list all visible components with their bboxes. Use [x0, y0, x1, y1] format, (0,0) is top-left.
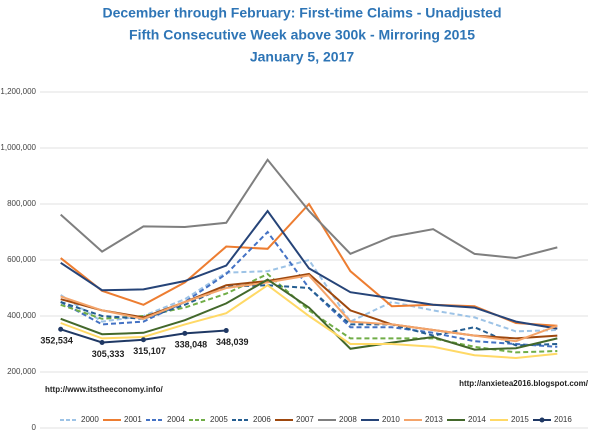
legend-label: 2001 — [124, 415, 142, 424]
point — [99, 340, 105, 346]
data-label: 305,333 — [92, 349, 125, 359]
point — [182, 330, 188, 336]
legend-label: 2010 — [382, 415, 400, 424]
point — [58, 326, 64, 332]
y-tick-label: 600,000 — [7, 255, 36, 264]
y-tick-label: 1,200,000 — [0, 87, 36, 96]
legend-label: 2000 — [81, 415, 99, 424]
y-tick-label: 400,000 — [7, 311, 36, 320]
legend-label: 2015 — [511, 415, 529, 424]
legend-label: 2006 — [253, 415, 271, 424]
y-tick-label: 1,000,000 — [0, 143, 36, 152]
legend-label: 2013 — [425, 415, 443, 424]
point — [140, 337, 146, 343]
y-tick-label: 200,000 — [7, 367, 36, 376]
chart-title: December through February: First-time Cl… — [102, 5, 501, 21]
annotation: http://anxietea2016.blogspot.com/ — [459, 379, 589, 388]
data-label: 348,039 — [216, 337, 249, 347]
series-line — [60, 274, 558, 343]
y-tick-label: 800,000 — [7, 199, 36, 208]
series-line — [60, 283, 558, 360]
annotation: http://www.itstheeconomy.info/ — [45, 385, 164, 394]
series-line — [60, 158, 558, 260]
legend-label: 2004 — [167, 415, 185, 424]
series-line — [60, 284, 558, 347]
legend-label: 2005 — [210, 415, 228, 424]
series-line — [60, 202, 558, 327]
series-line — [60, 278, 558, 351]
legend-label: 2008 — [339, 415, 357, 424]
legend-label: 2014 — [468, 415, 486, 424]
legend-label: 2007 — [296, 415, 314, 424]
series-line — [60, 272, 558, 340]
chart-title: Fifth Consecutive Week above 300k - Mirr… — [129, 27, 475, 43]
data-label: 352,534 — [40, 336, 73, 346]
series-line — [60, 258, 558, 333]
data-label: 315,107 — [133, 346, 166, 356]
series-line — [60, 209, 558, 330]
point — [223, 328, 229, 334]
chart-title: January 5, 2017 — [250, 49, 355, 65]
legend-label: 2016 — [554, 415, 572, 424]
y-tick-label: 0 — [32, 423, 37, 432]
legend-marker — [539, 417, 545, 423]
data-label: 338,048 — [175, 340, 208, 350]
